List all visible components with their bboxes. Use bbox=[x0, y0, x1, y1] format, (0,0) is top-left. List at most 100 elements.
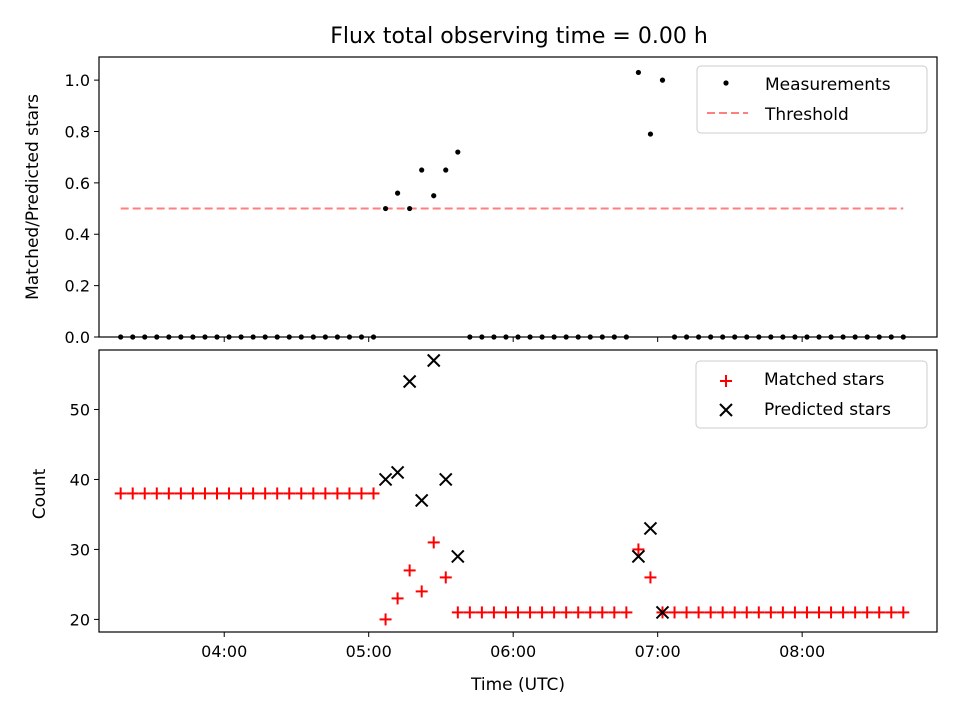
top-y-tick-label: 0.0 bbox=[65, 328, 90, 347]
matched-star-point bbox=[247, 487, 260, 500]
matched-star-point bbox=[174, 487, 187, 500]
matched-star-point bbox=[776, 606, 789, 619]
x-tick-label: 08:00 bbox=[779, 642, 825, 661]
matched-star-point bbox=[463, 606, 476, 619]
matched-star-point bbox=[524, 606, 537, 619]
matched-star-point bbox=[403, 564, 416, 577]
measurement-point bbox=[455, 149, 461, 155]
matched-star-point bbox=[283, 487, 296, 500]
bottom-panel: 20 30 40 50 04:00 05:00 06:00 07:00 08:00 Count… bbox=[30, 349, 938, 695]
predicted-star-point bbox=[414, 493, 429, 508]
legend-predicted-label: Predicted stars bbox=[764, 400, 891, 420]
top-panel: 0.0 0.2 0.4 0.6 0.8 1.0 Matched/Predicted sta… bbox=[23, 56, 938, 347]
top-y-tick-label: 0.2 bbox=[65, 277, 90, 296]
legend-measurements-label: Measurements bbox=[765, 75, 891, 95]
matched-star-point bbox=[475, 606, 488, 619]
predicted-star-point bbox=[427, 353, 441, 368]
top-y-tick-label: 0.8 bbox=[65, 122, 90, 141]
top-y-tick-label: 0.6 bbox=[65, 174, 90, 193]
bottom-legend-box bbox=[695, 360, 928, 429]
matched-star-point bbox=[668, 606, 681, 619]
matched-star-point bbox=[692, 606, 705, 619]
matched-star-point bbox=[897, 606, 910, 619]
matched-star-point bbox=[331, 487, 344, 500]
matched-star-point bbox=[259, 487, 272, 500]
matched-star-point bbox=[885, 606, 898, 619]
matched-star-point bbox=[223, 487, 236, 500]
measurement-point bbox=[443, 167, 449, 173]
matched-star-point bbox=[825, 606, 838, 619]
matched-star-point bbox=[186, 487, 199, 500]
predicted-star-point bbox=[655, 605, 670, 620]
matched-star-point bbox=[716, 606, 729, 619]
predicted-star-point bbox=[631, 549, 646, 564]
matched-star-point bbox=[620, 606, 633, 619]
matched-star-point bbox=[198, 487, 211, 500]
matched-star-point bbox=[837, 606, 850, 619]
matched-star-point bbox=[367, 487, 380, 500]
matched-star-point bbox=[343, 487, 356, 500]
predicted-star-point bbox=[378, 472, 393, 487]
matched-star-point bbox=[439, 571, 452, 584]
measurement-point bbox=[382, 205, 389, 212]
matched-star-point bbox=[644, 571, 657, 584]
bottom-y-tick-label: 20 bbox=[70, 610, 90, 629]
top-y-tick-label: 0.4 bbox=[65, 225, 90, 244]
matched-star-point bbox=[813, 606, 826, 619]
x-axis-label: Time (UTC) bbox=[470, 675, 565, 695]
x-tick-label: 07:00 bbox=[635, 642, 681, 661]
matched-star-point bbox=[873, 606, 886, 619]
matched-star-point bbox=[319, 487, 332, 500]
matched-star-point bbox=[548, 606, 561, 619]
x-tick-label: 04:00 bbox=[201, 642, 247, 661]
top-legend-box bbox=[696, 65, 928, 134]
predicted-star-point bbox=[643, 521, 658, 536]
matched-star-point bbox=[355, 487, 368, 500]
matched-star-point bbox=[162, 487, 175, 500]
matched-star-point bbox=[391, 592, 404, 605]
measurement-point bbox=[647, 131, 654, 137]
matched-star-point bbox=[512, 606, 524, 619]
matched-star-point bbox=[307, 487, 320, 500]
bottom-legend: Matched stars Predicted stars bbox=[695, 360, 928, 429]
measurement-point bbox=[659, 77, 666, 83]
matched-star-point bbox=[499, 606, 512, 619]
matched-star-point bbox=[126, 487, 139, 500]
matched-star-point bbox=[632, 543, 645, 556]
matched-star-point bbox=[572, 606, 585, 619]
legend-matched-marker bbox=[720, 375, 732, 387]
chart-title: Flux total observing time = 0.00 h bbox=[330, 24, 708, 49]
top-axes-frame bbox=[98, 56, 938, 338]
matched-star-point bbox=[536, 606, 549, 619]
matched-star-point bbox=[427, 536, 440, 549]
x-tick-label: 06:00 bbox=[490, 642, 536, 661]
bottom-plot-data bbox=[114, 353, 910, 626]
bottom-y-tick-label: 50 bbox=[70, 400, 90, 419]
bottom-axes-frame bbox=[98, 349, 938, 633]
predicted-star-point bbox=[390, 465, 405, 480]
top-y-axis-ticks: 0.0 0.2 0.4 0.6 0.8 1.0 bbox=[65, 71, 99, 347]
matched-star-point bbox=[800, 606, 813, 619]
matched-star-point bbox=[415, 585, 428, 598]
predicted-star-point bbox=[439, 472, 453, 487]
matched-star-point bbox=[764, 606, 777, 619]
top-y-axis-label: Matched/Predicted stars bbox=[23, 94, 43, 300]
measurement-point bbox=[419, 167, 425, 173]
matched-star-point bbox=[235, 487, 248, 500]
matched-star-point bbox=[849, 606, 862, 619]
matched-star-point bbox=[114, 487, 127, 500]
matched-star-point bbox=[379, 613, 392, 626]
matched-star-point bbox=[271, 487, 284, 500]
bottom-y-axis-ticks: 20 30 40 50 bbox=[70, 400, 99, 629]
matched-star-point bbox=[728, 606, 741, 619]
matched-star-point bbox=[680, 606, 693, 619]
matched-star-point bbox=[487, 606, 500, 619]
top-legend: Measurements Threshold bbox=[696, 65, 928, 134]
legend-predicted-marker bbox=[719, 403, 733, 417]
matched-star-point bbox=[150, 487, 163, 500]
legend-matched-label: Matched stars bbox=[764, 370, 884, 390]
matched-star-point bbox=[451, 606, 464, 619]
bottom-y-tick-label: 40 bbox=[70, 470, 90, 489]
matched-star-point bbox=[608, 606, 621, 619]
